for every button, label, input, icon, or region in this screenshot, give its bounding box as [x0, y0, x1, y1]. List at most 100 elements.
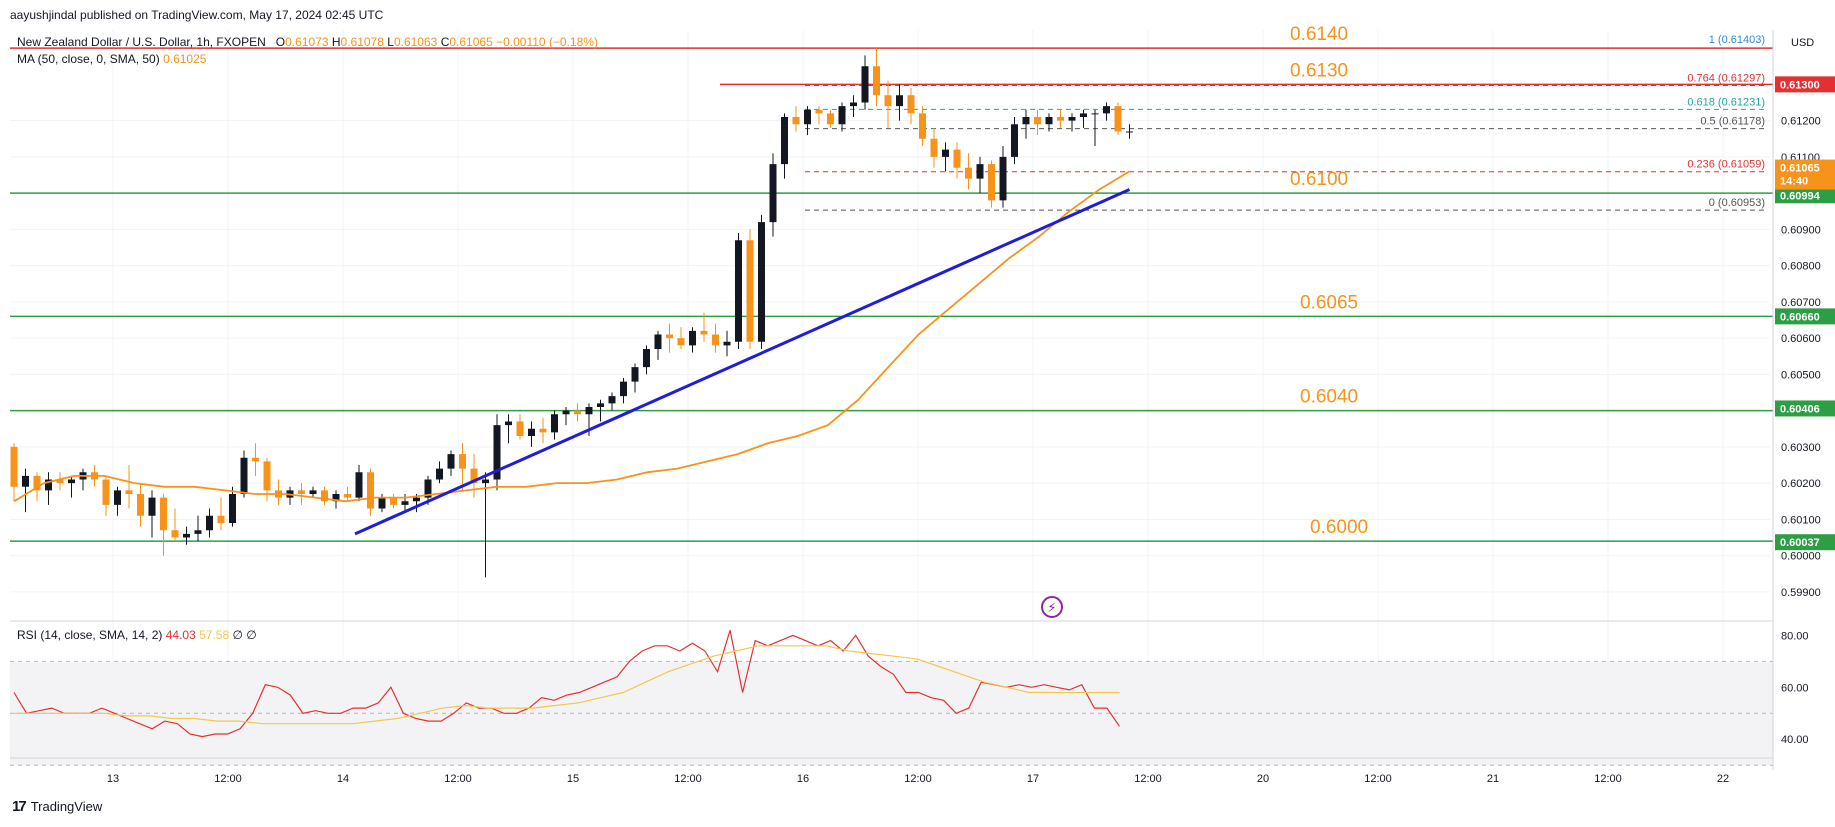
rsi-value: 44.03 — [165, 628, 196, 642]
candle-body — [493, 425, 501, 480]
candle-body — [988, 164, 995, 201]
low-value: 0.61063 — [393, 35, 438, 49]
y-tick-label: 0.60800 — [1781, 261, 1821, 273]
x-tick-label: 12:00 — [904, 773, 932, 785]
y-tick-label: 0.60100 — [1781, 514, 1821, 526]
candle-body — [217, 515, 225, 523]
candle-body — [919, 113, 926, 139]
candle-body — [102, 479, 110, 505]
candle-body — [436, 468, 443, 480]
candle-body — [953, 149, 961, 168]
x-tick-label: 17 — [1027, 773, 1039, 785]
candle-body — [1091, 113, 1099, 115]
candle-body — [263, 461, 271, 491]
candle-body — [861, 66, 869, 103]
x-tick-label: 13 — [107, 773, 119, 785]
candle-body — [355, 472, 363, 498]
price-tag-label: 0.60994 — [1780, 190, 1821, 202]
candle-body — [240, 457, 248, 494]
rsi-line — [13, 630, 1120, 738]
x-tick-label: 12:00 — [444, 773, 472, 785]
candle-body — [516, 421, 524, 436]
candle-body — [746, 240, 754, 342]
tradingview-watermark: 17 TradingView — [12, 798, 102, 815]
y-tick-label: 0.60600 — [1781, 333, 1821, 345]
ma-label: MA (50, close, 0, SMA, 50) — [17, 52, 160, 66]
candle-body — [884, 95, 892, 107]
candle-body — [1011, 124, 1018, 157]
candle-body — [1057, 117, 1064, 121]
level-label: 0.6130 — [1290, 60, 1348, 81]
candle-body — [505, 421, 512, 426]
x-tick-label: 12:00 — [1364, 773, 1392, 785]
lightning-icon-glyph: ⚡ — [1047, 601, 1056, 616]
candle-body — [10, 446, 18, 487]
moving-average — [13, 170, 1130, 503]
fib-label: 0.5 (0.61178) — [1700, 116, 1765, 128]
current-price-label: 0.61065 — [1780, 163, 1820, 175]
rsi-sma-line — [14, 645, 1120, 725]
candle-body — [148, 497, 156, 516]
candle-body — [1022, 117, 1030, 125]
candle-body — [976, 164, 984, 179]
ma-legend[interactable]: MA (50, close, 0, SMA, 50) 0.61025 — [17, 52, 206, 66]
y-tick-label: 0.60000 — [1781, 551, 1821, 563]
candle-body — [999, 156, 1007, 201]
candle-body — [838, 106, 846, 125]
candle-body — [1068, 117, 1076, 121]
candle-body — [390, 497, 397, 505]
publisher-text: aayushjindal published on TradingView.co… — [10, 8, 384, 22]
candle-body — [447, 454, 455, 469]
y-tick-label: 0.60300 — [1781, 442, 1821, 454]
rsi-legend[interactable]: RSI (14, close, SMA, 14, 2) 44.03 57.58 … — [17, 628, 257, 642]
y-tick-label: 0.60500 — [1781, 369, 1821, 381]
candle-body — [551, 414, 558, 433]
x-tick-label: 14 — [337, 773, 349, 785]
candle-body — [309, 490, 317, 494]
candle-body — [171, 530, 179, 538]
candle-body — [896, 95, 903, 107]
candle-body — [597, 403, 604, 407]
ma-line — [13, 170, 1130, 503]
candle-body — [206, 515, 213, 531]
rsi-sma-value: 57.58 — [199, 628, 230, 642]
price-tag-label: 0.61300 — [1780, 79, 1820, 91]
candle-body — [378, 497, 386, 509]
publisher-line: aayushjindal published on TradingView.co… — [10, 8, 383, 22]
fib-label: 1 (0.61403) — [1709, 34, 1765, 46]
rsi-tick-label: 80.00 — [1781, 630, 1809, 642]
candle-body — [1034, 117, 1041, 125]
candle-body — [56, 479, 64, 484]
candle-body — [758, 222, 765, 342]
change-value: −0.00110 (−0.18%) — [496, 35, 598, 49]
candle-body — [252, 457, 259, 462]
candle-body — [735, 240, 742, 342]
price-tag-bg — [1775, 534, 1835, 551]
x-tick-label: 16 — [797, 773, 809, 785]
high-label: H — [331, 35, 341, 49]
candle-body — [401, 501, 409, 505]
axes: 0.59900 0.60000 0.60100 0.60200 0.60300 0.604… — [10, 30, 1821, 785]
candle-body — [33, 475, 41, 491]
rsi-extra-1: ∅ — [232, 628, 243, 642]
symbol-name[interactable]: New Zealand Dollar / U.S. Dollar, 1h, FX… — [17, 35, 266, 49]
grid-lines — [10, 30, 1770, 760]
rsi-tick-label: 60.00 — [1781, 682, 1809, 694]
candle-body — [424, 479, 432, 498]
watermark-text: TradingView — [30, 799, 103, 814]
candle-body — [332, 494, 340, 502]
level-label: 0.6040 — [1300, 387, 1358, 408]
candle-body — [1103, 106, 1110, 114]
candle-body — [712, 334, 719, 346]
x-tick-label: 12:00 — [674, 773, 702, 785]
candle-body — [631, 367, 639, 382]
open-value: 0.61073 — [285, 35, 329, 49]
countdown-label: 14:40 — [1780, 176, 1808, 188]
x-tick-label: 12:00 — [214, 773, 242, 785]
candle-body — [873, 66, 880, 96]
candle-body — [654, 334, 662, 349]
close-value: 0.61065 — [449, 35, 493, 49]
candle-body — [125, 490, 133, 494]
candle-body — [608, 396, 616, 404]
